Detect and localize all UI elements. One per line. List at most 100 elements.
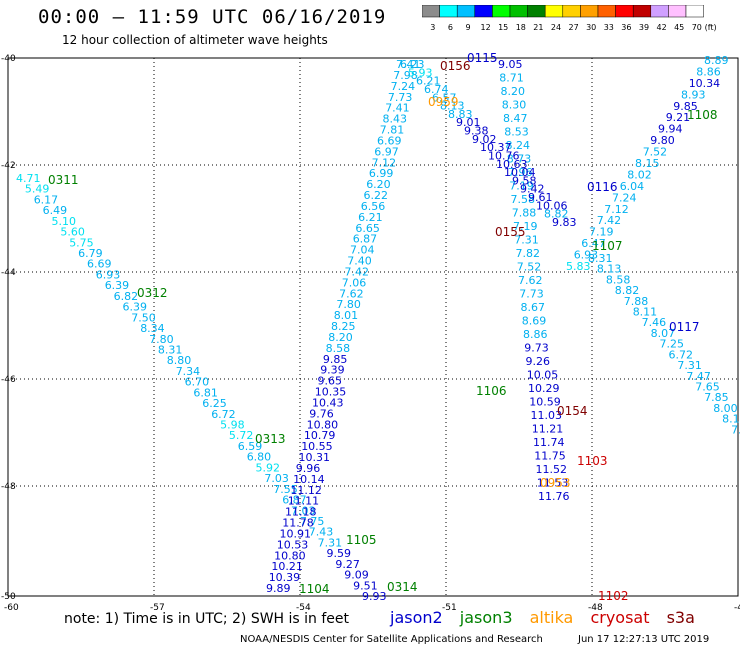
lon-label: -60 <box>4 603 19 610</box>
colorbar-tick: 6 <box>448 23 453 32</box>
wave-height-value: 7.85 <box>704 391 729 404</box>
swh-colorbar: 3 6 9 12 15 18 21 24 27 30 33 36 39 42 45 70 (ft) <box>422 5 717 32</box>
lon-label: -54 <box>296 603 311 610</box>
wave-height-value: 6.97 <box>374 145 399 158</box>
lon-label: -48 <box>588 603 603 610</box>
colorbar-tick: 45 <box>674 23 684 32</box>
wave-height-value: 8.24 <box>506 139 531 152</box>
wave-height-value: 9.02 <box>472 133 497 146</box>
colorbar-tick: 12 <box>481 23 491 32</box>
wave-height-value: 6.69 <box>87 258 112 271</box>
lon-label: -51 <box>442 603 457 610</box>
wave-height-value: 7.96 <box>508 166 533 179</box>
wave-height-value: 8.11 <box>633 306 658 319</box>
wave-height-value: 7.31 <box>677 359 702 372</box>
colorbar-tick: 18 <box>516 23 526 32</box>
pass-time-label: 0117 <box>669 320 700 334</box>
map-frame <box>7 57 739 597</box>
wave-height-value: 9.38 <box>464 125 489 138</box>
colorbar-tick: 27 <box>569 23 579 32</box>
lat-label: -46 <box>1 375 16 385</box>
wave-height-value: 7.42 <box>597 214 622 227</box>
wave-height-value: 7.25 <box>660 338 685 351</box>
wave-height-value: 6.49 <box>43 204 68 217</box>
wave-height-value: 8.73 <box>507 153 532 166</box>
wave-height-value: 6.39 <box>105 279 130 292</box>
wave-height-value: 7.98 <box>393 69 418 82</box>
wave-height-value: 10.55 <box>301 440 333 453</box>
wave-height-value: 6.25 <box>202 397 227 410</box>
wave-height-value: 10.79 <box>304 429 336 442</box>
wave-height-value: 5.60 <box>60 226 85 239</box>
pass-time-label: 0312 <box>137 286 168 300</box>
wave-height-value: 9.27 <box>335 558 360 571</box>
wave-height-value: 8.34 <box>140 322 165 335</box>
wave-height-value: 7.12 <box>372 156 397 169</box>
wave-height-value: 9.05 <box>498 58 523 71</box>
wave-height-value: 8.13 <box>722 413 740 426</box>
wave-height-value: 10.34 <box>689 77 721 90</box>
wave-height-value: 7.31 <box>318 536 343 549</box>
wave-height-value: 7.52 <box>517 261 542 274</box>
wave-height-value: 7.19 <box>589 226 614 239</box>
footer-generated: Jun 17 12:27:13 UTC 2019 <box>578 634 710 645</box>
wave-height-value: 7.52 <box>643 146 668 159</box>
wave-height-value: 10.31 <box>299 451 331 464</box>
wave-height-value: 8.13 <box>440 100 465 113</box>
map-title: 00:00 – 11:59 UTC 06/16/2019 <box>38 6 387 28</box>
legend-altika: altika <box>529 608 574 627</box>
wave-height-value: 7.12 <box>604 203 629 216</box>
pass-time-label: 1104 <box>299 582 330 596</box>
wave-height-value: 7.24 <box>612 191 637 204</box>
wave-height-value: 7.58 <box>511 193 536 206</box>
wave-height-value: 8.83 <box>448 108 473 121</box>
wave-height-value: 8.93 <box>681 88 706 101</box>
wave-height-value: 10.06 <box>536 199 568 212</box>
wave-height-value: 7.41 <box>385 102 410 115</box>
wave-height-value: 10.35 <box>315 386 347 399</box>
wave-height-value: 7.46 <box>642 316 667 329</box>
wave-height-value: 7.19 <box>509 180 534 193</box>
wave-height-value: 11.03 <box>531 409 563 422</box>
wave-height-value: 10.37 <box>480 141 512 154</box>
wave-height-value: 11.12 <box>290 484 322 497</box>
colorbar-tick: 3 <box>430 23 435 32</box>
wave-height-value: 7.42 <box>345 265 370 278</box>
wave-height-value: 5.83 <box>566 260 591 273</box>
wave-height-value: 9.96 <box>296 462 321 475</box>
wave-height-value: 8.53 <box>504 126 529 139</box>
colorbar-tick: 30 <box>586 23 596 32</box>
lat-label: -42 <box>1 161 16 171</box>
wave-height-value: 8.43 <box>383 113 408 126</box>
wave-height-value: 7.03 <box>264 472 289 485</box>
wave-height-value: 9.58 <box>512 174 537 187</box>
wave-height-value: 8.07 <box>651 327 676 340</box>
gridlines <box>7 57 739 597</box>
wave-height-value: 9.94 <box>658 123 683 136</box>
wave-height-value: 6.21 <box>416 75 441 88</box>
wave-height-value: 10.80 <box>274 549 306 562</box>
legend-jason3: jason3 <box>459 608 513 627</box>
wave-height-value: 9.85 <box>673 100 698 113</box>
lon-label: -57 <box>150 603 165 610</box>
wave-height-value: 9.89 <box>266 582 291 595</box>
wave-height-value: 6.59 <box>238 440 262 453</box>
wave-height-value: 6.69 <box>377 134 402 147</box>
wave-height-value: 11.21 <box>532 423 564 436</box>
wave-height-value: 6.80 <box>247 451 272 464</box>
pass-time-label: 1107 <box>592 239 623 253</box>
pass-time-label: 1103 <box>577 454 608 468</box>
wave-height-value: 6.82 <box>114 290 139 303</box>
wave-height-value: 8.58 <box>326 342 351 355</box>
pass-time-label: 0154 <box>557 404 588 418</box>
wave-height-value: 11.52 <box>536 463 568 476</box>
wave-height-value: 8.15 <box>635 157 660 170</box>
wave-height-value: 10.80 <box>307 418 339 431</box>
wave-height-value: 9.80 <box>650 134 675 147</box>
wave-height-value: 7.82 <box>516 247 541 260</box>
wave-height-value: 10.91 <box>280 527 312 540</box>
lat-label: -50 <box>1 592 16 602</box>
wave-height-value: 8.86 <box>696 65 721 78</box>
wave-height-value: 8.80 <box>167 354 192 367</box>
wave-height-value: 10.04 <box>504 166 536 179</box>
